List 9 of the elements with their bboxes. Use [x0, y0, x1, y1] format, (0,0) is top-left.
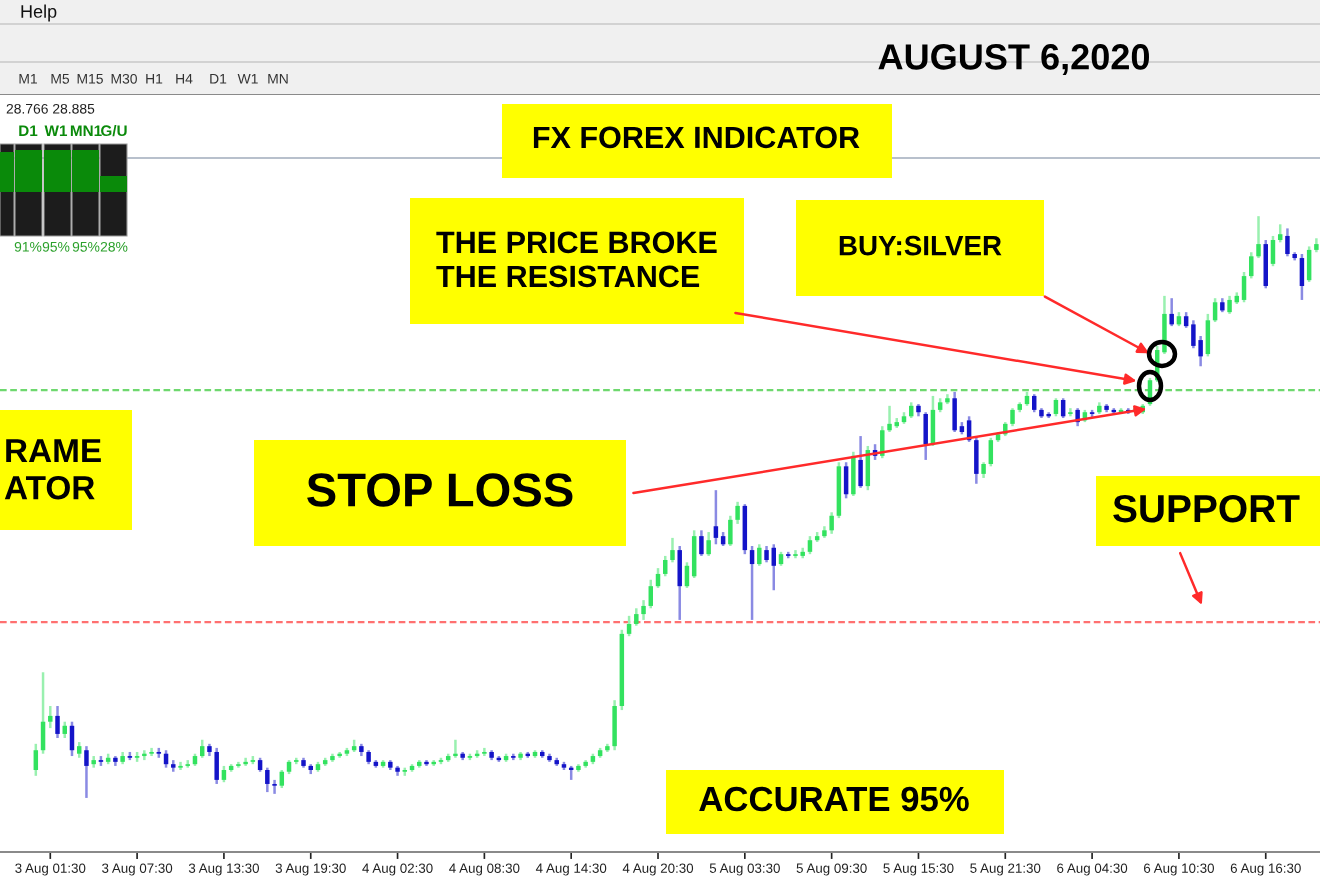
- annotation: ACCURATE 95%: [699, 786, 969, 812]
- annotation: BUY:SILVER: [839, 235, 1002, 256]
- annotation: SUPPORT: [1113, 494, 1300, 523]
- annotation: THE PRICE BROKE THE RESISTANCE: [436, 231, 717, 288]
- text: AUGUST 6,2020: [878, 44, 1149, 75]
- text: Help: [21, 4, 57, 22]
- text: FX FOREX INDICATOR: [533, 126, 860, 149]
- annotation: STOP LOSS: [307, 473, 573, 507]
- annotation: RAME ATOR: [4, 439, 101, 500]
